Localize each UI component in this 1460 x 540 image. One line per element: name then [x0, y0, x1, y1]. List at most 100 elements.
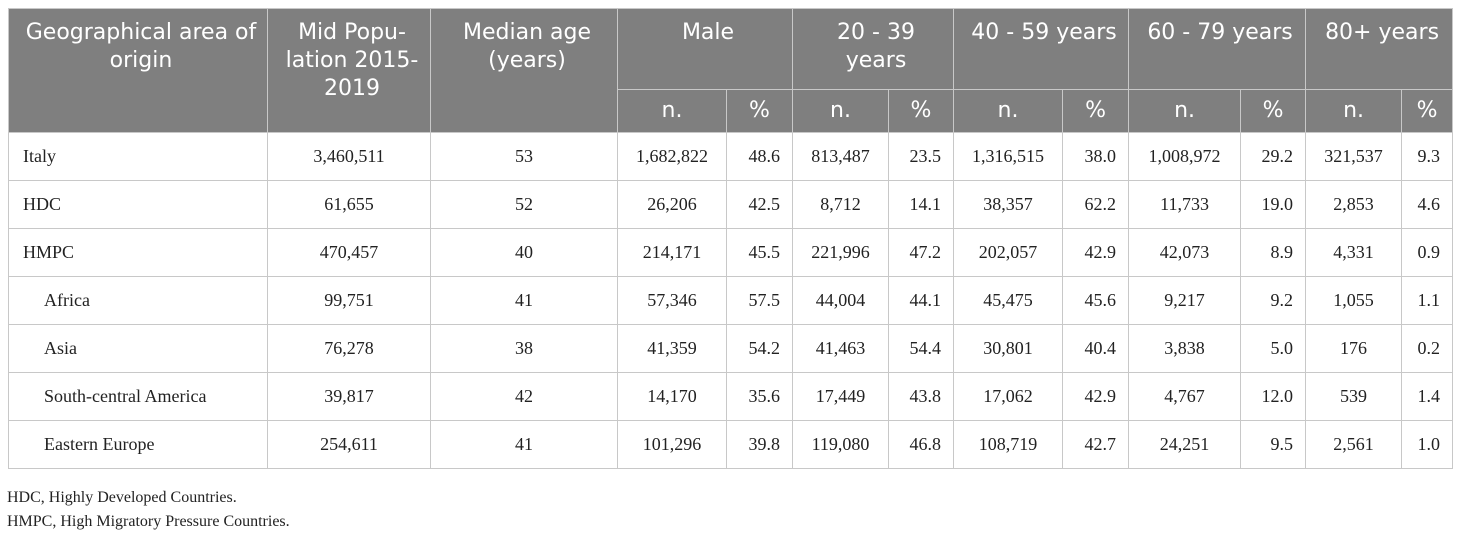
- table-cell: 254,611: [267, 420, 431, 469]
- table-cell: 29.2: [1240, 132, 1307, 181]
- table-cell: 1,682,822: [617, 132, 727, 181]
- table-cell: 2,561: [1305, 420, 1403, 469]
- table-cell: 14,170: [617, 372, 727, 421]
- table-cell: 3,460,511: [267, 132, 431, 181]
- subheader-cell: n.: [1305, 89, 1403, 133]
- table-cell: 61,655: [267, 180, 431, 229]
- table-cell: 1.0: [1401, 420, 1454, 469]
- table-cell: 26,206: [617, 180, 727, 229]
- table-cell: 39.8: [726, 420, 793, 469]
- subheader-cell: %: [726, 89, 793, 133]
- table-cell: 9,217: [1128, 276, 1242, 325]
- table-row: Africa 99,751 41 57,346 57.5 44,004 44.1 45,475…: [8, 276, 1454, 325]
- column-header: Median age (years): [430, 8, 618, 133]
- footnotes: HDC, Highly Developed Countries. HMPC, Hi…: [7, 486, 290, 534]
- row-label: HMPC: [8, 228, 268, 277]
- table-cell: 176: [1305, 324, 1403, 373]
- row-label: Asia: [8, 324, 268, 373]
- table-cell: 14.1: [887, 180, 955, 229]
- subheader-cell: %: [1062, 89, 1130, 133]
- subheader-cell: n.: [792, 89, 889, 133]
- subheader-cell: %: [887, 89, 955, 133]
- data-table: Geographical area of origin Mid Popu-lati…: [8, 8, 1454, 469]
- table-cell: 11,733: [1128, 180, 1242, 229]
- table-cell: 41,359: [617, 324, 727, 373]
- table-cell: 23.5: [887, 132, 955, 181]
- subheader-cell: n.: [1128, 89, 1242, 133]
- table-cell: 41: [430, 276, 618, 325]
- table-cell: 17,449: [792, 372, 889, 421]
- column-header: 20 - 39 years: [791, 8, 955, 90]
- subheader-cell: n.: [617, 89, 727, 133]
- table-cell: 813,487: [792, 132, 889, 181]
- table-row: HMPC 470,457 40 214,171 45.5 221,996 47.2 202,0…: [8, 228, 1454, 277]
- table-row: Asia 76,278 38 41,359 54.2 41,463 54.4 30,801 40…: [8, 324, 1454, 373]
- table-cell: 42,073: [1128, 228, 1242, 277]
- table-cell: 2,853: [1305, 180, 1403, 229]
- table-cell: 108,719: [953, 420, 1064, 469]
- table-cell: 42.9: [1062, 372, 1130, 421]
- table-cell: 19.0: [1240, 180, 1307, 229]
- row-label: Italy: [8, 132, 268, 181]
- subheader-cell: n.: [953, 89, 1064, 133]
- table-cell: 53: [430, 132, 618, 181]
- table-cell: 214,171: [617, 228, 727, 277]
- table-cell: 57,346: [617, 276, 727, 325]
- table-cell: 30,801: [953, 324, 1064, 373]
- table-cell: 42.9: [1062, 228, 1130, 277]
- table-cell: 44,004: [792, 276, 889, 325]
- column-header: Male: [617, 8, 793, 90]
- table-cell: 8.9: [1240, 228, 1307, 277]
- table-cell: 119,080: [792, 420, 889, 469]
- column-header: Mid Popu-lation 2015-2019: [267, 8, 431, 133]
- table-cell: 9.3: [1401, 132, 1454, 181]
- header-row: Geographical area of origin Mid Popu-lati…: [8, 8, 1454, 133]
- table-cell: 9.2: [1240, 276, 1307, 325]
- table-cell: 54.2: [726, 324, 793, 373]
- table-cell: 38,357: [953, 180, 1064, 229]
- table-cell: 41,463: [792, 324, 889, 373]
- table-cell: 45.6: [1062, 276, 1130, 325]
- table-cell: 0.9: [1401, 228, 1454, 277]
- column-header: 60 - 79 years: [1128, 8, 1307, 90]
- table-cell: 42.5: [726, 180, 793, 229]
- column-header: Geographical area of origin: [8, 8, 268, 133]
- table-cell: 54.4: [887, 324, 955, 373]
- row-label: Eastern Europe: [8, 420, 268, 469]
- table-cell: 8,712: [792, 180, 889, 229]
- table-cell: 470,457: [267, 228, 431, 277]
- table-cell: 17,062: [953, 372, 1064, 421]
- table-cell: 99,751: [267, 276, 431, 325]
- table-cell: 3,838: [1128, 324, 1242, 373]
- column-header: 40 - 59 years: [953, 8, 1130, 90]
- subheader-cell: %: [1401, 89, 1454, 133]
- row-label: Africa: [8, 276, 268, 325]
- table-cell: 12.0: [1240, 372, 1307, 421]
- table-cell: 101,296: [617, 420, 727, 469]
- table-cell: 1,055: [1305, 276, 1403, 325]
- table-cell: 42: [430, 372, 618, 421]
- table-cell: 1,316,515: [953, 132, 1064, 181]
- table-cell: 38.0: [1062, 132, 1130, 181]
- table-cell: 47.2: [887, 228, 955, 277]
- table-row: South-central America 39,817 42 14,170 35.6 1…: [8, 372, 1454, 421]
- subheader-cell: %: [1240, 89, 1307, 133]
- table-cell: 1,008,972: [1128, 132, 1242, 181]
- table-cell: 40.4: [1062, 324, 1130, 373]
- table-cell: 5.0: [1240, 324, 1307, 373]
- row-label: South-central America: [8, 372, 268, 421]
- table-cell: 1.4: [1401, 372, 1454, 421]
- table-row: Italy 3,460,511 53 1,682,822 48.6 813,487 23.5…: [8, 132, 1454, 181]
- table-cell: 321,537: [1305, 132, 1403, 181]
- table-row: Eastern Europe 254,611 41 101,296 39.8 119,08…: [8, 420, 1454, 469]
- table-cell: 62.2: [1062, 180, 1130, 229]
- table-cell: 24,251: [1128, 420, 1242, 469]
- table-cell: 539: [1305, 372, 1403, 421]
- column-header: 80+ years: [1305, 8, 1454, 90]
- footnote: HDC, Highly Developed Countries.: [7, 489, 237, 506]
- table-cell: 44.1: [887, 276, 955, 325]
- table-cell: 42.7: [1062, 420, 1130, 469]
- table-cell: 0.2: [1401, 324, 1454, 373]
- table-cell: 45.5: [726, 228, 793, 277]
